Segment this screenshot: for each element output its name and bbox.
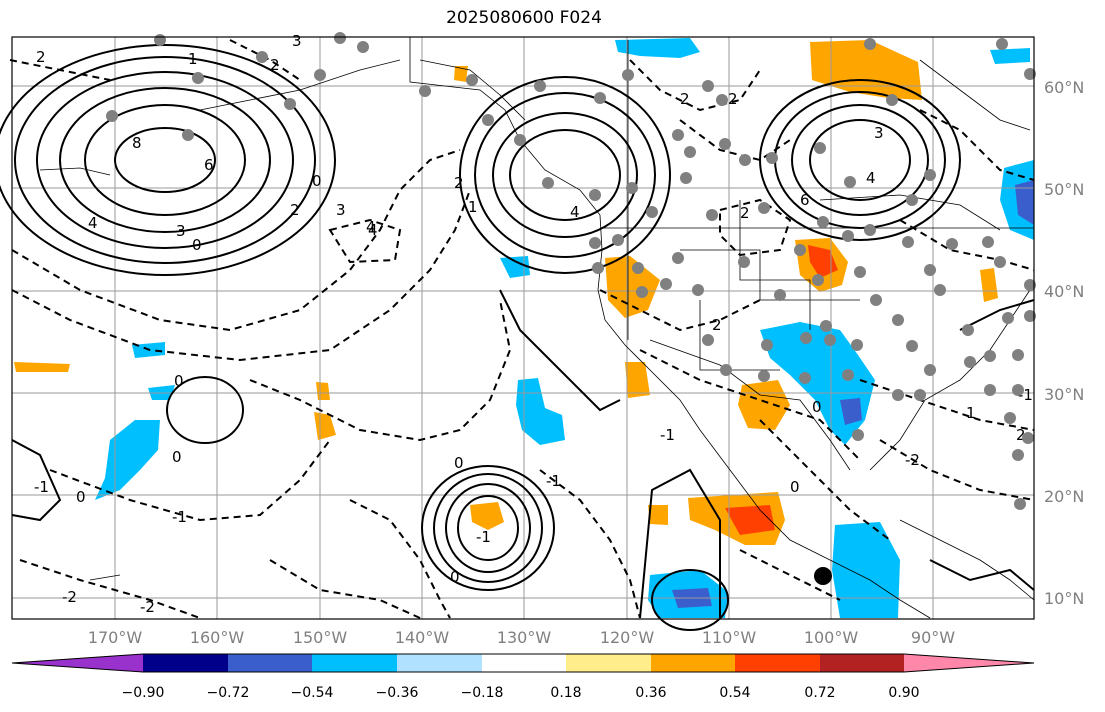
lat-label-20n: 20°N [1044,487,1084,506]
colorbar-tick-label: −0.36 [376,685,419,701]
contour-label: 2 [270,56,280,74]
colorbar-extend-high [904,654,1034,672]
lon-label-150w: 150°W [293,628,348,647]
contour-label: 2 [1016,426,1026,444]
lat-label-40n: 40°N [1044,282,1084,301]
colorbar-tick-label: −0.54 [291,685,334,701]
observation-points [106,32,1036,510]
map-frame [11,36,1035,620]
lat-label-30n: 30°N [1044,385,1084,404]
lon-label-100w: 100°W [804,628,859,647]
colorbar-tick-label: −0.18 [461,685,504,701]
contour-label: 0 [192,236,202,254]
lon-label-170w: 170°W [88,628,143,647]
contour-label: 3 [336,201,346,219]
colorbar-swatch [820,654,904,672]
contour-label: 0 [174,372,184,390]
colorbar-outline [11,653,1035,673]
contour-label: 0 [76,488,86,506]
lon-label-140w: 140°W [395,628,450,647]
contour-label: -1 [172,508,187,526]
contour-label: 4 [368,221,378,239]
contour-label: 0 [454,454,464,472]
colorbar-tick-label: −0.90 [122,685,165,701]
contour-label: 2 [680,90,690,108]
lon-label-110w: 110°W [702,628,757,647]
contour-label: -1 [34,478,49,496]
map-title: 2025080600 F024 [446,8,602,28]
longitude-labels: 170°W 160°W 150°W 140°W 130°W 120°W 110°… [88,628,955,647]
contour-label: 0 [312,172,322,190]
contour-label: 2 [454,174,464,192]
colorbar-swatch [735,654,820,672]
contour-label: 6 [800,191,810,209]
lon-label-160w: 160°W [190,628,245,647]
colorbar-swatch [482,654,566,672]
colorbar-swatch [228,654,312,672]
colorbar-extend-low [12,654,143,672]
contour-label: -1 [476,528,491,546]
contour-label: 0 [450,568,460,586]
contour-label: 3 [176,222,186,240]
lon-label-120w: 120°W [600,628,655,647]
contour-label: 0 [172,448,182,466]
contours-negative [9,39,1035,619]
colorbar-tick-label: 0.18 [550,685,581,701]
contour-label: 0 [790,478,800,496]
colorbar-tick-label: 0.54 [719,685,750,701]
contour-label: 3 [292,32,302,50]
contour-label: 2 [36,48,46,66]
contour-label: 1 [966,404,976,422]
contour-label: 2 [728,90,738,108]
colorbar-swatch [566,654,651,672]
contour-label: 2 [712,316,722,334]
contours-positive [0,44,1035,631]
contour-label: 8 [132,134,142,152]
lat-label-10n: 10°N [1044,589,1084,608]
contour-label: -2 [140,598,155,616]
colorbar-swatch [312,654,397,672]
colorbar-tick-label: 0.36 [635,685,666,701]
contour-label: 4 [866,169,876,187]
colorbar-tick-label: −0.72 [207,685,250,701]
contour-label: 3 [874,124,884,142]
contour-label: -1 [546,472,561,490]
contour-label: 4 [570,203,580,221]
contour-label: -1 [660,426,675,444]
contour-label: 4 [366,218,376,236]
colorbar-swatch [143,654,228,672]
colorbar: −0.90 −0.72 −0.54 −0.36 −0.18 0.18 0.36 … [11,653,1035,701]
latitude-labels: 60°N 50°N 40°N 30°N 20°N 10°N [1044,78,1084,608]
contour-label: -2 [905,451,920,469]
colorbar-tick-label: 0.72 [804,685,835,701]
lat-label-60n: 60°N [1044,78,1084,97]
contour-label: 1 [468,198,478,216]
contour-label: 1 [188,50,198,68]
contour-label: 2 [290,201,300,219]
contour-label: 2 [740,204,750,222]
highlight-point [814,567,832,585]
contour-label: 6 [204,156,214,174]
colorbar-tick-label: 0.90 [888,685,919,701]
lat-label-50n: 50°N [1044,180,1084,199]
lon-label-90w: 90°W [911,628,955,647]
contour-label: 0 [812,398,822,416]
colorbar-swatch [397,654,482,672]
lon-label-130w: 130°W [497,628,552,647]
contour-label: -2 [62,588,77,606]
colorbar-swatch [651,654,735,672]
contour-label: 4 [88,214,98,232]
